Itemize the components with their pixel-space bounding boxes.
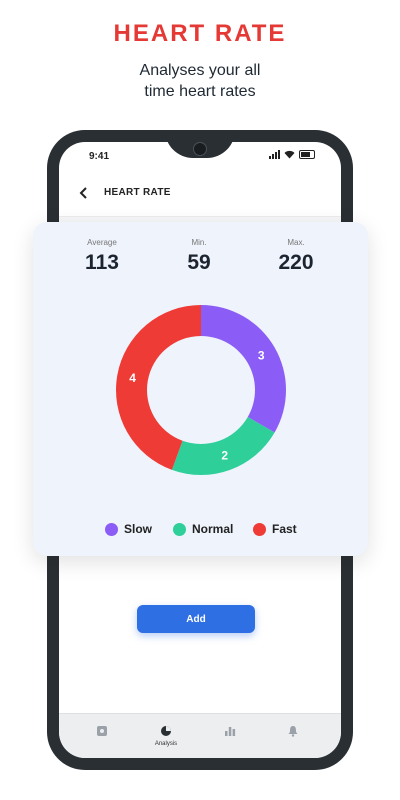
subheadline-line-1: Analyses your all [139, 62, 261, 79]
legend-label-fast: Fast [272, 522, 297, 536]
bar-chart-icon [225, 727, 236, 736]
wifi-icon [284, 150, 295, 159]
nav-item-stats[interactable] [210, 714, 250, 758]
subheadline-line-2: time heart rates [144, 83, 256, 100]
donut-label-fast: 4 [129, 371, 136, 385]
nav-label-analysis: Analysis [154, 741, 178, 747]
stat-average-value: 113 [85, 251, 119, 274]
bottom-nav: Analysis [59, 713, 341, 758]
stat-average: Average 113 [62, 238, 142, 275]
stat-average-label: Average [87, 238, 117, 247]
stat-max-value: 220 [278, 251, 314, 274]
legend-label-normal: Normal [192, 522, 234, 536]
heart-rate-stats-card: Average 113 Min. 59 Max. 220 3 2 4 Slow Nor… [33, 222, 368, 556]
stat-min-value: 59 [187, 251, 211, 274]
subheadline: Analyses your all time heart rates [0, 60, 400, 102]
pie-chart-icon [161, 726, 171, 736]
status-bar: 9:41 [59, 142, 341, 172]
app-header-title: HEART RATE [104, 187, 171, 198]
donut-slice-fast [116, 305, 201, 470]
bell-icon [288, 726, 298, 737]
legend-item-normal: Normal [173, 522, 233, 536]
back-arrow-icon[interactable] [77, 186, 91, 200]
donut-label-normal: 2 [221, 448, 228, 462]
donut-label-slow: 3 [258, 348, 265, 362]
legend-dot-fast [253, 522, 266, 536]
legend-dot-slow [105, 522, 118, 536]
chart-legend: Slow Normal Fast [33, 522, 368, 540]
heart-rate-donut-chart: 3 2 4 [116, 305, 286, 475]
stat-max-label: Max. [287, 238, 305, 247]
stat-min-label: Min. [191, 238, 207, 247]
heart-dashboard-icon [97, 726, 107, 736]
headline: HEART RATE [113, 20, 287, 47]
stat-min: Min. 59 [159, 238, 239, 275]
nav-item-alerts[interactable] [273, 714, 313, 758]
status-icons [269, 150, 315, 159]
signal-icon [269, 150, 280, 159]
stat-max: Max. 220 [256, 238, 336, 275]
nav-item-dashboard[interactable] [82, 714, 122, 758]
camera-icon [193, 142, 207, 156]
app-header: HEART RATE [59, 172, 341, 217]
legend-item-fast: Fast [253, 522, 297, 536]
donut-slice-slow [201, 305, 286, 433]
legend-dot-normal [173, 522, 186, 536]
legend-label-slow: Slow [124, 522, 153, 536]
battery-icon [299, 150, 315, 159]
add-button[interactable]: Add [137, 605, 255, 633]
nav-item-analysis[interactable]: Analysis [146, 714, 186, 758]
legend-item-slow: Slow [105, 522, 152, 536]
status-time: 9:41 [89, 151, 110, 162]
donut-slice-normal [171, 417, 275, 475]
